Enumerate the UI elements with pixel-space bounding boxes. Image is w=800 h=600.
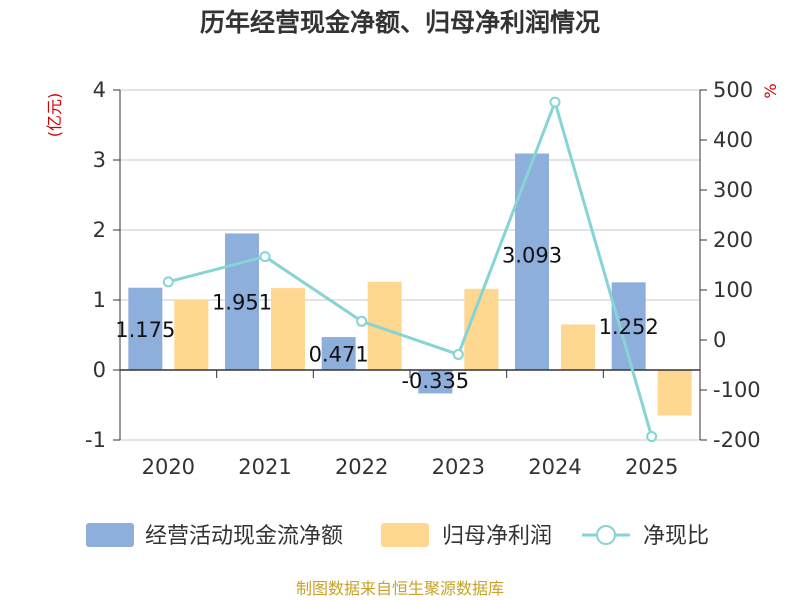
cashflow-data-label: 1.951	[212, 291, 272, 315]
legend-swatch-cashflow	[86, 523, 134, 547]
cashflow-bar	[321, 337, 356, 370]
profit-bar	[464, 288, 499, 370]
legend-label-profit: 归母净利润	[442, 524, 552, 549]
profit-bar	[657, 370, 692, 416]
ratio-point	[162, 276, 174, 288]
cashflow-data-label: -0.335	[401, 369, 469, 393]
ratio-point	[356, 315, 368, 327]
legend-swatch-ratio-marker	[596, 525, 616, 545]
y-left-tick-label: 3	[93, 148, 106, 172]
chart-title: 历年经营现金净额、归母净利润情况	[200, 8, 600, 37]
legend-label-cashflow: 经营活动现金流净额	[145, 524, 343, 549]
y-right-tick-label: 0	[713, 328, 726, 352]
ratio-point	[452, 348, 464, 360]
x-tick-label: 2021	[238, 455, 291, 479]
y-right-tick-label: 100	[713, 278, 753, 302]
ratio-line	[167, 97, 654, 437]
ratio-point	[549, 96, 561, 108]
y-right-unit: %	[761, 83, 780, 98]
y-left-tick-label: 4	[93, 78, 106, 102]
line-layer	[162, 96, 658, 443]
y-left-unit: (亿元)	[45, 93, 64, 138]
cashflow-data-label: 1.175	[115, 318, 175, 342]
legend-label-ratio: 净现比	[643, 524, 709, 549]
x-tick-label: 2024	[528, 455, 581, 479]
y-left-tick-label: 1	[93, 288, 106, 312]
ratio-point	[259, 251, 271, 263]
profit-bar	[174, 299, 209, 370]
y-right-tick-label: -200	[713, 428, 761, 452]
legend: 经营活动现金流净额 归母净利润 净现比	[86, 523, 709, 549]
y-left-tick-label: 0	[93, 358, 106, 382]
y-right-tick-label: 200	[713, 228, 753, 252]
cashflow-bar	[128, 287, 163, 370]
y-right-tick-label: 500	[713, 78, 753, 102]
cashflow-data-label: 1.252	[599, 315, 659, 339]
axes-layer: 4 3 2 1 0 -1 500 400 300 200 100 0 -100 -200 (亿元)% 2020…	[45, 78, 780, 479]
profit-bar	[271, 288, 305, 370]
source-note: 制图数据来自恒生聚源数据库	[296, 579, 504, 598]
y-right-tick-label: -100	[713, 378, 761, 402]
x-tick-label: 2025	[625, 455, 678, 479]
x-tick-label: 2023	[432, 455, 485, 479]
legend-swatch-profit	[381, 523, 429, 547]
y-left-tick-label: -1	[85, 428, 106, 452]
ratio-point	[646, 431, 658, 443]
y-right-tick-label: 400	[713, 128, 753, 152]
x-tick-label: 2020	[142, 455, 195, 479]
cashflow-data-label: 0.471	[309, 343, 369, 367]
data-labels-layer: 1.175 1.951 0.471 -0.335 3.093 1.252	[115, 244, 658, 393]
profit-bar	[561, 324, 595, 370]
x-tick-label: 2022	[335, 455, 388, 479]
y-left-tick-label: 2	[93, 218, 106, 242]
cashflow-data-label: 3.093	[502, 244, 562, 268]
cashflow-bar	[418, 370, 453, 394]
y-right-tick-label: 300	[713, 178, 753, 202]
cashflow-bar	[225, 233, 259, 370]
